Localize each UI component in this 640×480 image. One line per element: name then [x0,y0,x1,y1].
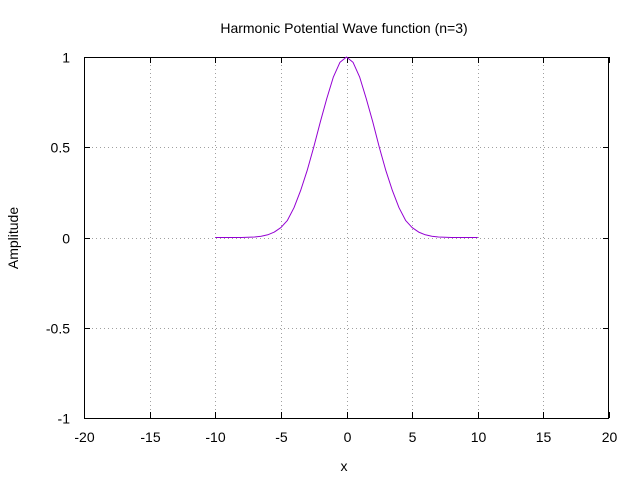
x-tick-label: -20 [74,429,94,445]
chart-title: Harmonic Potential Wave function (n=3) [220,20,467,36]
x-axis-label: x [341,458,348,474]
y-tick-label: 0 [62,231,70,247]
x-tick-label: 20 [602,429,618,445]
x-tick-label: 0 [344,429,352,445]
x-tick-label: 15 [536,429,552,445]
x-tick-label: -10 [205,429,225,445]
grid-lines [84,57,609,418]
x-tick-label: 10 [471,429,487,445]
x-tick-label: 5 [409,429,417,445]
axis-ticks: -20 -15 -10 -5 0 5 10 15 20 -1 -0.5 0 0.5 1 [46,50,618,446]
y-tick-label: -0.5 [46,321,70,337]
series-line [215,56,478,238]
plot-frame [84,57,609,419]
series-layer [215,56,478,238]
x-tick-label: -15 [140,429,160,445]
y-axis-label: Amplitude [5,207,21,269]
y-tick-label: -1 [58,411,71,427]
y-tick-label: 1 [62,50,70,66]
x-tick-label: -5 [275,429,288,445]
y-tick-label: 0.5 [51,140,71,156]
